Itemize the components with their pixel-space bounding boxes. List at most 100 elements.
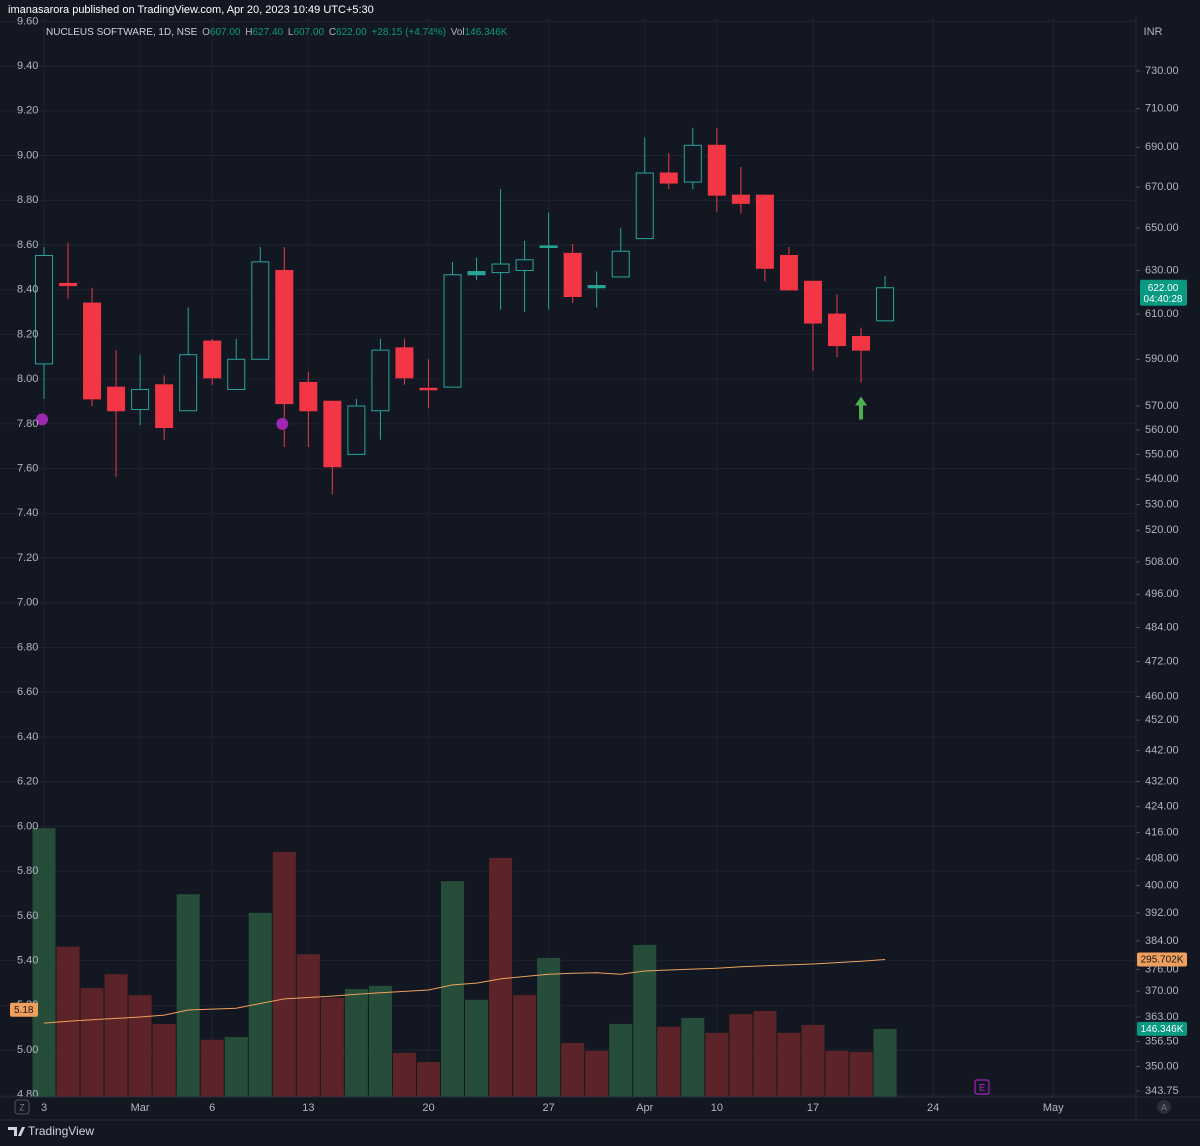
signal-dot	[36, 413, 48, 426]
y-tick-label: 508.00	[1145, 556, 1179, 568]
candle-body	[107, 386, 126, 412]
corner-left-label[interactable]: Z	[19, 1102, 25, 1112]
y2-tick-label: 8.20	[17, 328, 38, 340]
volume-bar	[537, 957, 561, 1097]
y2-tick-label: 8.00	[17, 373, 38, 385]
y-tick-label: 520.00	[1145, 524, 1179, 536]
candle-body	[827, 313, 846, 347]
volume-bar	[825, 1050, 849, 1097]
volume-bar	[873, 1028, 897, 1097]
volume-label-box	[1137, 1021, 1187, 1036]
candle-body	[443, 274, 462, 388]
volume-ma-label-box	[1137, 952, 1187, 967]
volume-bar	[633, 944, 657, 1097]
y-tick-label: 350.00	[1145, 1060, 1179, 1072]
y-tick-label: 484.00	[1145, 621, 1179, 633]
x-tick-label: 3	[41, 1102, 47, 1114]
y2-tick-label: 7.00	[17, 597, 38, 609]
y-unit: INR	[1144, 26, 1163, 38]
legend: NUCLEUS SOFTWARE, 1D, NSE O607.00 H627.4…	[46, 27, 508, 38]
y2-tick-label: 7.40	[17, 507, 38, 519]
y-tick-label: 363.00	[1145, 1011, 1179, 1023]
legend-symbol: NUCLEUS SOFTWARE, 1D, NSE	[46, 27, 198, 38]
volume-bar	[128, 995, 152, 1097]
volume-bar	[104, 974, 128, 1097]
candle-body	[203, 340, 222, 379]
x-tick-label: 6	[209, 1102, 215, 1114]
candle-body	[707, 144, 726, 196]
price-label: 622.00	[1148, 283, 1179, 294]
candle-body	[419, 387, 438, 391]
candle-body	[347, 405, 366, 455]
volume-bar	[176, 894, 200, 1097]
volume-ma-label: 295.702K	[1141, 955, 1184, 966]
y2-tick-label: 6.20	[17, 776, 38, 788]
volume-bar	[368, 985, 392, 1097]
y-tick-label: 730.00	[1145, 65, 1179, 77]
volume-bar	[416, 1062, 440, 1097]
header-text: imanasarora published on TradingView.com…	[8, 4, 374, 16]
volume-ma-line	[43, 959, 886, 1024]
corner-right-label[interactable]: A	[1161, 1102, 1167, 1112]
legend-high-label: H	[245, 27, 252, 38]
candle-body	[539, 245, 558, 248]
legend-open: 607.00	[210, 27, 241, 38]
candle-body	[59, 282, 78, 287]
event-label: E	[979, 1082, 985, 1092]
y-tick-label: 408.00	[1145, 853, 1179, 865]
legend-high: 627.40	[253, 27, 284, 38]
y2-tick-label: 7.60	[17, 463, 38, 475]
legend-close-label: C	[329, 27, 336, 38]
y2-tick-label: 8.80	[17, 194, 38, 206]
y2-tick-label: 9.00	[17, 149, 38, 161]
x-tick-label: 13	[302, 1102, 314, 1114]
volume-bar	[80, 988, 104, 1097]
candle-body	[659, 172, 678, 184]
volume-bar	[561, 1043, 585, 1097]
candle-body	[779, 254, 798, 291]
volume-bar	[272, 851, 296, 1097]
logo-text: TradingView	[28, 1124, 94, 1138]
y2-tick-label: 7.80	[17, 418, 38, 430]
y-tick-label: 392.00	[1145, 907, 1179, 919]
candle-body	[323, 400, 342, 468]
event-marker	[974, 1079, 990, 1095]
candle-body	[83, 302, 102, 400]
y-tick-label: 560.00	[1145, 424, 1179, 436]
candle-body	[155, 384, 174, 429]
y2-tick-label: 6.00	[17, 820, 38, 832]
signal-arrow	[855, 396, 868, 420]
y-tick-label: 460.00	[1145, 690, 1179, 702]
volume-bar	[585, 1050, 609, 1097]
corner-button[interactable]	[14, 1099, 30, 1115]
volume-label: 146.346K	[1141, 1024, 1184, 1035]
candle-body	[251, 261, 270, 360]
y2-tick-label: 9.60	[17, 15, 38, 27]
candle-body	[515, 259, 534, 271]
volume-bar	[56, 946, 80, 1097]
y-tick-label: 442.00	[1145, 744, 1179, 756]
candle-body	[179, 354, 198, 412]
x-tick-label: Apr	[636, 1102, 653, 1114]
y-tick-label: 432.00	[1145, 775, 1179, 787]
candle-body	[852, 336, 871, 351]
y-tick-label: 540.00	[1145, 473, 1179, 485]
auto-scale-button[interactable]	[1157, 1100, 1171, 1114]
candle-body	[467, 271, 486, 276]
legend-close: 622.00	[336, 27, 367, 38]
candle-body	[683, 144, 702, 183]
y2-marker-label: 5.18	[14, 1005, 34, 1016]
signal-dot	[276, 417, 289, 430]
volume-bar	[320, 997, 344, 1097]
y-tick-label: 550.00	[1145, 448, 1179, 460]
y-tick-label: 400.00	[1145, 880, 1179, 892]
x-tick-label: May	[1043, 1102, 1064, 1114]
x-tick-label: 17	[807, 1102, 819, 1114]
candle-body	[587, 285, 606, 289]
candle-body	[395, 347, 414, 379]
y2-tick-label: 6.40	[17, 731, 38, 743]
countdown-label: 04:40:28	[1144, 294, 1183, 305]
y-tick-label: 424.00	[1145, 801, 1179, 813]
volume-bar	[753, 1010, 777, 1097]
